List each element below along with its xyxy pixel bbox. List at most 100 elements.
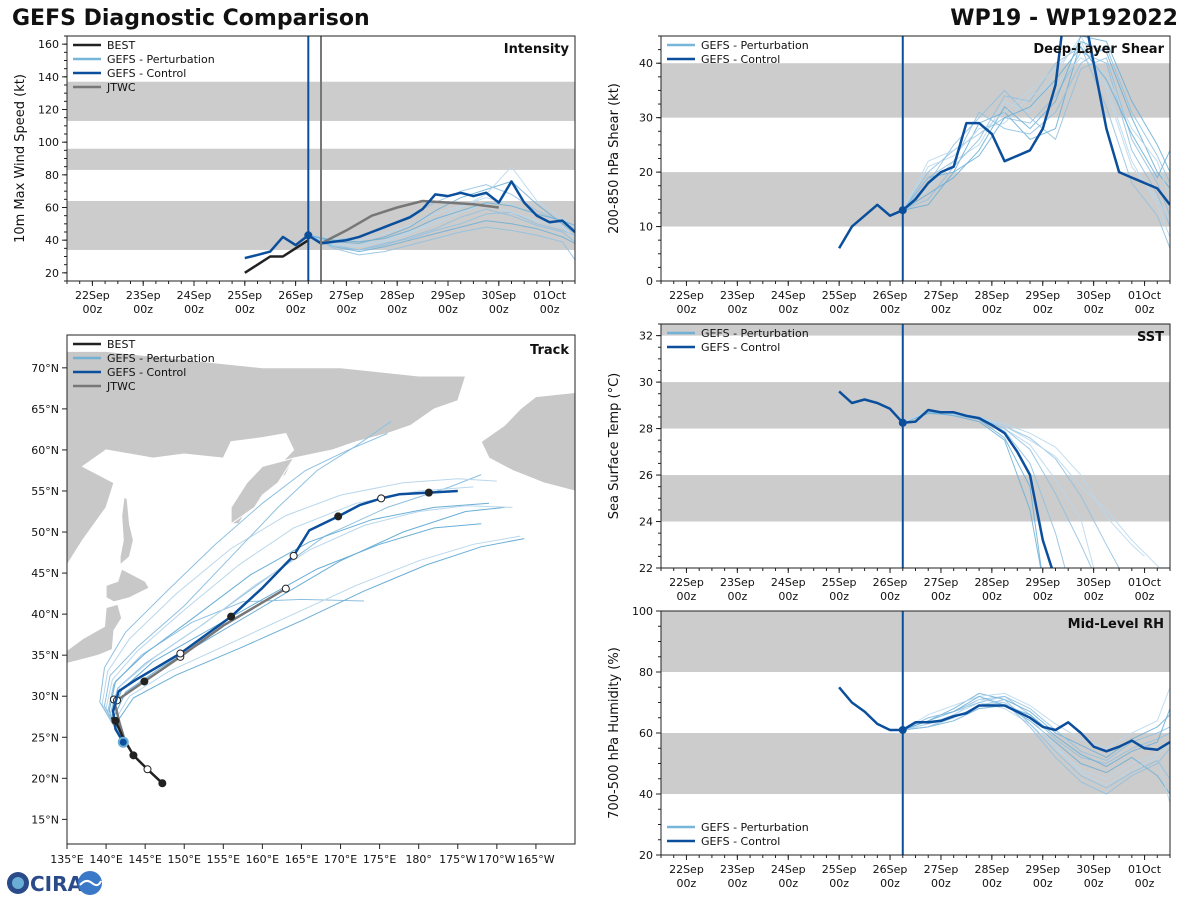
y-tick-label: 140 [38, 71, 59, 84]
x-tick-label-date: 30Sep [481, 289, 516, 302]
x-tick-label-date: 29Sep [1025, 576, 1060, 589]
lon-tick-label: 175°W [439, 853, 476, 866]
legend-label-pert: GEFS - Perturbation [107, 53, 215, 66]
y-tick-label: 30 [639, 112, 653, 125]
x-tick-label-hour: 00z [1135, 877, 1155, 890]
plot-area-shear [661, 36, 1170, 281]
lat-tick-label: 25°N [31, 731, 59, 744]
control-track-marker [424, 488, 433, 497]
map-frame [66, 334, 576, 845]
lat-tick-label: 65°N [31, 403, 59, 416]
control-track-marker [227, 612, 236, 621]
control-series-line [838, 686, 1170, 753]
x-tick-label-hour: 00z [387, 303, 407, 316]
x-tick-label-date: 27Sep [329, 289, 364, 302]
x-tick-label-date: 29Sep [431, 289, 466, 302]
perturbation-member-line [902, 698, 1170, 804]
panel-title: Deep-Layer Shear [1033, 42, 1164, 57]
best-track-marker [129, 751, 138, 760]
perturbation-member-line [902, 36, 1170, 211]
perturbation-track-line [103, 420, 392, 743]
threshold-band [661, 733, 1170, 794]
lat-tick-label: 50°N [31, 526, 59, 539]
legend-label-pert: GEFS - Perturbation [701, 39, 809, 52]
x-tick-label-hour: 00z [1084, 303, 1104, 316]
perturbation-member-line [902, 57, 1170, 211]
lon-tick-label: 175°E [363, 853, 396, 866]
axes-frame [660, 323, 1171, 569]
land-alaska [480, 391, 575, 492]
panel-title: Mid-Level RH [1068, 617, 1164, 632]
best-series-line [244, 239, 309, 274]
lat-tick-label: 70°N [31, 362, 59, 375]
x-tick-label-date: 01Oct [1128, 289, 1162, 302]
x-tick-label-date: 23Sep [126, 289, 161, 302]
threshold-band [661, 63, 1170, 118]
lat-tick-label: 20°N [31, 772, 59, 785]
lon-tick-label: 170°E [324, 853, 357, 866]
best-track-marker [143, 765, 152, 774]
perturbation-track-line [109, 474, 482, 743]
init-point-marker [304, 231, 313, 240]
lat-tick-label: 60°N [31, 444, 59, 457]
best-track-line [111, 717, 164, 785]
y-tick-label: 20 [45, 267, 59, 280]
x-tick-label-hour: 00z [931, 877, 951, 890]
x-tick-label-hour: 00z [829, 877, 849, 890]
lon-tick-label: 165°E [285, 853, 318, 866]
y-tick-label: 20 [639, 166, 653, 179]
control-track-marker [176, 649, 185, 658]
x-tick-label-date: 26Sep [873, 863, 908, 876]
x-tick-label-date: 25Sep [822, 576, 857, 589]
x-tick-label-date: 29Sep [1025, 863, 1060, 876]
x-tick-label-hour: 00z [1135, 303, 1155, 316]
x-tick-label-hour: 00z [982, 303, 1002, 316]
x-tick-label-hour: 00z [727, 877, 747, 890]
y-tick-label: 22 [639, 562, 653, 575]
control-track-marker [377, 494, 386, 503]
x-tick-label-hour: 00z [1033, 590, 1053, 603]
y-axis-label: 200-850 hPa Shear (kt) [607, 83, 622, 234]
x-tick-label-date: 22Sep [669, 863, 704, 876]
x-tick-label-hour: 00z [1135, 590, 1155, 603]
x-tick-label-hour: 00z [83, 303, 103, 316]
perturbation-member-line [308, 202, 575, 243]
x-tick-label-date: 28Sep [974, 289, 1009, 302]
y-tick-label: 100 [632, 605, 653, 618]
x-tick-label-date: 01Oct [533, 289, 567, 302]
x-tick-label-hour: 00z [778, 877, 798, 890]
lon-tick-label: 140°E [89, 853, 122, 866]
perturbation-member-line [902, 46, 1170, 211]
partner-logo-icon [78, 871, 102, 895]
perturbation-member-line [902, 40, 1170, 222]
x-tick-label-hour: 00z [540, 303, 560, 316]
x-tick-label-date: 28Sep [974, 863, 1009, 876]
jtwc-series-line [320, 199, 499, 245]
x-tick-label-hour: 00z [727, 590, 747, 603]
x-tick-label-hour: 00z [1084, 877, 1104, 890]
x-tick-label-hour: 00z [286, 303, 306, 316]
y-tick-label: 60 [639, 727, 653, 740]
y-tick-label: 10 [639, 221, 653, 234]
x-tick-label-date: 25Sep [822, 289, 857, 302]
legend-label-control: GEFS - Control [107, 67, 186, 80]
panel-rh: 2040608010022Sep00z23Sep00z24Sep00z25Sep… [607, 605, 1171, 890]
track-init-marker [117, 736, 129, 748]
perturbation-member-line [308, 165, 575, 248]
perturbation-member-line [308, 226, 575, 261]
y-tick-label: 40 [639, 788, 653, 801]
y-tick-label: 30 [639, 376, 653, 389]
x-tick-label-date: 23Sep [720, 576, 755, 589]
panel-title: Intensity [504, 42, 570, 57]
x-tick-label-date: 25Sep [822, 863, 857, 876]
init-point-marker [898, 206, 907, 215]
x-tick-label-date: 27Sep [924, 289, 959, 302]
y-tick-label: 28 [639, 423, 653, 436]
y-tick-label: 24 [639, 516, 653, 529]
jtwc-track-line [112, 587, 287, 739]
x-tick-label-date: 29Sep [1025, 289, 1060, 302]
x-tick-label-hour: 00z [1033, 303, 1053, 316]
x-tick-label-date: 26Sep [873, 289, 908, 302]
lon-tick-label: 135°E [50, 853, 83, 866]
control-track-line [111, 489, 458, 743]
